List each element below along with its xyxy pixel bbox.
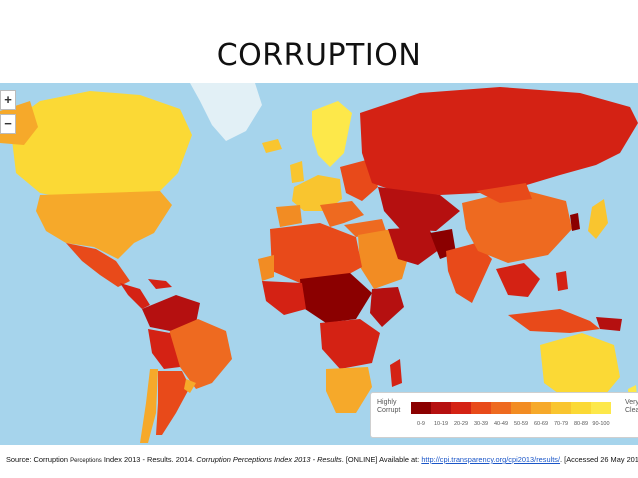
legend-tick-label: 50-59: [513, 421, 529, 427]
north-south-america: [142, 295, 200, 331]
zoom-in-button[interactable]: +: [0, 90, 16, 110]
legend-tick-label: 20-29: [453, 421, 469, 427]
west-africa-coast: [258, 255, 274, 281]
legend-swatch-8: [571, 402, 591, 414]
map-legend: Highly Corrupt 0-9 10-19 20-29 30-39 40-49 50…: [370, 392, 638, 438]
legend-high-label: Very Clean: [625, 399, 638, 414]
caribbean: [148, 279, 172, 289]
legend-ticks: 0-9 10-19 20-29 30-39 40-49 50-59 60-69 70-79 80…: [411, 421, 611, 427]
russia: [360, 87, 638, 195]
mongolia: [476, 183, 532, 203]
map-canvas: [0, 83, 638, 443]
horn-of-africa: [370, 287, 404, 327]
madagascar: [390, 359, 402, 387]
legend-tick-label: 60-69: [533, 421, 549, 427]
source-prefix: Source: Corruption: [6, 455, 69, 464]
source-middle: Index 2013 - Results. 2014.: [103, 455, 195, 464]
scandinavia: [312, 101, 352, 167]
alaska: [0, 101, 38, 145]
central-america: [120, 283, 150, 309]
legend-tick-label: 10-19: [433, 421, 449, 427]
source-link[interactable]: http://cpi.transparency.org/cpi2013/resu…: [421, 455, 561, 464]
peru-bolivia: [148, 329, 180, 369]
source-after-italic: . [ONLINE] Available at:: [341, 455, 420, 464]
southeast-asia: [496, 263, 540, 297]
legend-tick-label: 80-89: [573, 421, 589, 427]
slide-title: CORRUPTION: [216, 38, 422, 73]
iberia: [276, 205, 302, 227]
uk: [290, 161, 304, 183]
west-africa: [262, 281, 306, 315]
southern-europe: [320, 201, 364, 227]
papua: [596, 317, 622, 331]
legend-swatch-9: [591, 402, 611, 414]
source-suffix: . [Accessed 26 May 2014]: [560, 455, 638, 464]
source-citation: Source: Corruption Perceptions Index 201…: [6, 455, 638, 464]
central-africa: [320, 319, 380, 369]
china: [462, 189, 572, 263]
argentina: [156, 371, 190, 435]
source-perceptions: Perceptions: [70, 458, 102, 464]
usa: [36, 191, 172, 259]
legend-tick-label: 90-100: [592, 421, 610, 427]
legend-swatch-3: [471, 402, 491, 414]
legend-tick-label: 40-49: [493, 421, 509, 427]
canada: [10, 91, 192, 201]
legend-low-label: Highly Corrupt: [377, 399, 401, 414]
philippines: [556, 271, 568, 291]
legend-swatch-4: [491, 402, 511, 414]
korea: [570, 213, 580, 231]
legend-tick-label: 70-79: [553, 421, 569, 427]
sahel: [300, 273, 372, 323]
legend-swatches: [411, 402, 611, 414]
india: [446, 243, 492, 303]
zoom-out-button[interactable]: −: [0, 114, 16, 134]
legend-swatch-7: [551, 402, 571, 414]
legend-swatch-0: [411, 402, 431, 414]
uruguay: [184, 379, 196, 393]
brazil: [166, 319, 232, 389]
legend-tick-label: 30-39: [473, 421, 489, 427]
north-africa: [270, 223, 362, 283]
central-asia: [378, 187, 460, 231]
southern-africa: [326, 367, 372, 413]
legend-swatch-2: [451, 402, 471, 414]
source-italic-title: Corruption Perceptions Index 2013 - Resu…: [196, 455, 342, 464]
australia: [540, 333, 620, 401]
legend-swatch-5: [511, 402, 531, 414]
greenland: [190, 83, 262, 141]
iceland: [262, 139, 282, 153]
mexico: [66, 243, 130, 287]
japan: [588, 199, 608, 239]
world-map[interactable]: + − Highly Corrupt 0-9 10-19 20-29 30-39 40-…: [0, 83, 638, 445]
legend-swatch-1: [431, 402, 451, 414]
western-europe: [292, 175, 342, 211]
chile: [140, 369, 158, 443]
iran: [388, 227, 440, 265]
legend-swatch-6: [531, 402, 551, 414]
indonesia: [508, 309, 600, 333]
legend-tick-label: 0-9: [417, 421, 425, 427]
